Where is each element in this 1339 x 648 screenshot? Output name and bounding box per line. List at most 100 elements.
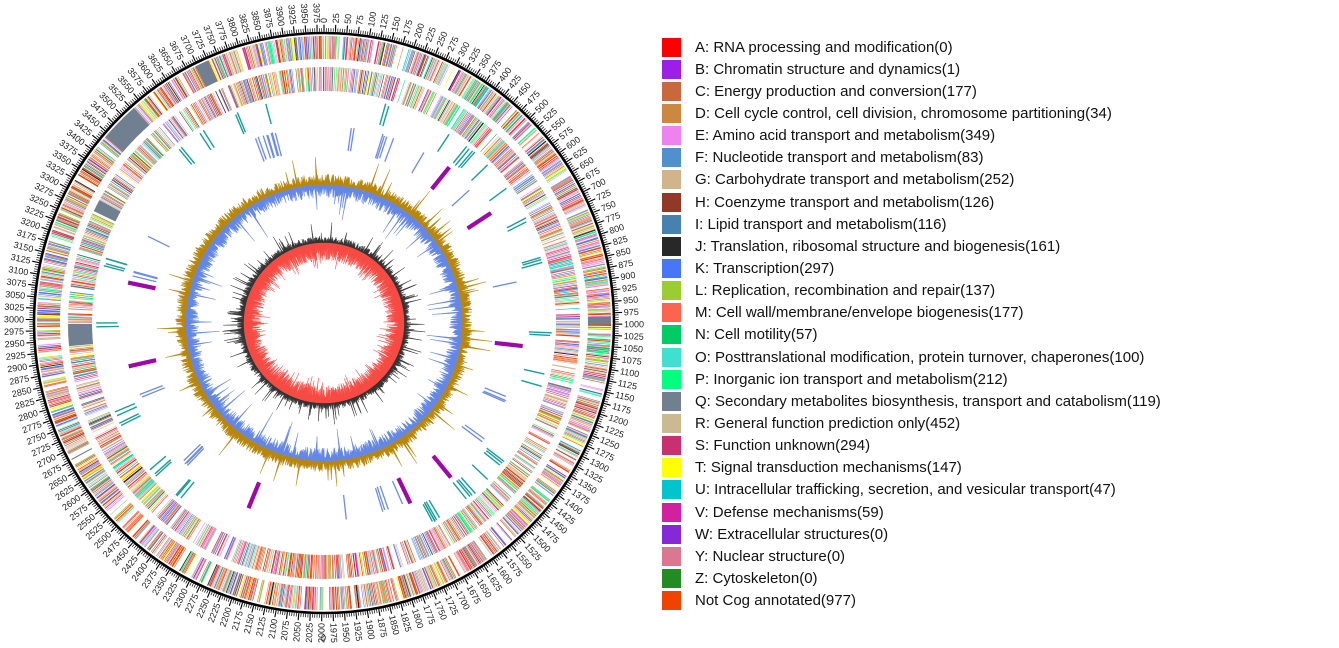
ring-position-ruler — [32, 31, 616, 615]
position-label: 1000 — [624, 319, 644, 329]
position-label: 2150 — [242, 613, 257, 635]
legend-item: B: Chromatin structure and dynamics(1) — [662, 58, 1161, 80]
legend-item: M: Cell wall/membrane/envelope biogenesi… — [662, 302, 1161, 324]
position-label: 3150 — [13, 240, 35, 255]
position-label: 3000 — [4, 314, 24, 324]
position-label: 3050 — [5, 289, 26, 301]
position-label: 75 — [354, 15, 365, 26]
legend-item-label: Not Cog annotated(977) — [695, 592, 856, 610]
position-label: 3900 — [274, 5, 287, 26]
legend-item-label: L: Replication, recombination and repair… — [695, 282, 996, 300]
legend-item-label: D: Cell cycle control, cell division, ch… — [695, 104, 1112, 122]
legend-color-swatch — [662, 258, 681, 278]
ruler-labels: 0 25 50 75 100 125150175200225250275300325350… — [4, 3, 644, 643]
legend-color-swatch — [662, 502, 681, 522]
legend-item: Q: Secondary metabolites biosynthesis, t… — [662, 390, 1161, 412]
legend-item: Not Cog annotated(977) — [662, 590, 1161, 612]
legend-color-swatch — [662, 480, 681, 500]
legend-item: Y: Nuclear structure(0) — [662, 545, 1161, 567]
position-label: 2900 — [7, 362, 28, 375]
legend-item-label: F: Nucleotide transport and metabolism(8… — [695, 149, 984, 167]
legend-item: H: Coenzyme transport and metabolism(126… — [662, 191, 1161, 213]
position-label: 1950 — [340, 622, 351, 643]
legend-color-swatch — [662, 413, 681, 433]
legend-item-label: H: Coenzyme transport and metabolism(126… — [695, 193, 995, 211]
legend-item-label: J: Translation, ribosomal structure and … — [695, 237, 1061, 255]
position-label: 2125 — [254, 616, 268, 638]
position-label: 3850 — [249, 10, 263, 32]
legend-color-swatch — [662, 281, 681, 301]
legend-item: P: Inorganic ion transport and metabolis… — [662, 368, 1161, 390]
legend-item-label: T: Signal transduction mechanisms(147) — [695, 459, 962, 477]
position-label: 925 — [621, 282, 637, 294]
legend-item: T: Signal transduction mechanisms(147) — [662, 457, 1161, 479]
legend-item-label: Q: Secondary metabolites biosynthesis, t… — [695, 392, 1161, 410]
legend-color-swatch — [662, 126, 681, 146]
legend-color-swatch — [662, 236, 681, 256]
position-label: 3875 — [261, 7, 274, 29]
ring-gc-plot — [156, 156, 493, 487]
position-label: 1975 — [328, 623, 339, 643]
legend-item: C: Energy production and conversion(177) — [662, 80, 1161, 102]
position-label: 50 — [343, 14, 354, 25]
legend-item: K: Transcription(297) — [662, 257, 1161, 279]
position-label: 1025 — [623, 331, 643, 342]
legend-item: I: Lipid transport and metabolism(116) — [662, 213, 1161, 235]
position-label: 1125 — [617, 378, 638, 392]
legend-item: N: Cell motility(57) — [662, 324, 1161, 346]
extra-origin-label: 0 — [321, 633, 326, 643]
position-label: 3075 — [6, 277, 27, 289]
ring-rna-marks-outer — [96, 103, 552, 522]
position-label: 2875 — [8, 373, 30, 387]
legend-item-label: M: Cell wall/membrane/envelope biogenesi… — [695, 304, 1024, 322]
legend-item: L: Replication, recombination and repair… — [662, 280, 1161, 302]
legend-color-swatch — [662, 81, 681, 101]
legend-color-swatch — [662, 148, 681, 168]
legend-color-swatch — [662, 170, 681, 190]
position-label: 800 — [608, 222, 625, 236]
position-label: 875 — [617, 258, 634, 271]
position-label: 850 — [615, 246, 632, 259]
position-label: 25 — [331, 13, 341, 23]
legend-color-swatch — [662, 568, 681, 588]
legend-color-swatch — [662, 524, 681, 544]
legend-item-label: I: Lipid transport and metabolism(116) — [695, 215, 947, 233]
position-label: 125 — [378, 13, 391, 30]
legend-color-swatch — [662, 103, 681, 123]
legend-item-label: S: Function unknown(294) — [695, 437, 871, 455]
cog-legend: A: RNA processing and modification(0) B:… — [662, 36, 1161, 612]
position-label: 100 — [366, 11, 378, 27]
legend-item-label: K: Transcription(297) — [695, 259, 835, 277]
position-label: 1850 — [387, 614, 401, 636]
ring-rna-marks-inner — [127, 127, 523, 520]
position-label: 3825 — [237, 12, 252, 34]
position-label: 2000 — [316, 623, 326, 643]
legend-item-label: A: RNA processing and modification(0) — [695, 38, 953, 56]
legend-item: E: Amino acid transport and metabolism(3… — [662, 125, 1161, 147]
legend-color-swatch — [662, 192, 681, 212]
position-label: 3925 — [286, 4, 298, 25]
position-label: 2025 — [304, 622, 315, 642]
legend-item-label: Y: Nuclear structure(0) — [695, 547, 846, 565]
legend-color-swatch — [662, 391, 681, 411]
legend-item: O: Posttranslational modification, prote… — [662, 346, 1161, 368]
position-label: 1925 — [352, 621, 364, 642]
position-label: 3950 — [299, 3, 310, 24]
position-label: 825 — [612, 234, 629, 248]
legend-item: G: Carbohydrate transport and metabolism… — [662, 169, 1161, 191]
legend-item: U: Intracellular trafficking, secretion,… — [662, 479, 1161, 501]
legend-color-swatch — [662, 546, 681, 566]
position-label: 1100 — [619, 366, 640, 379]
legend-item-label: W: Extracellular structures(0) — [695, 525, 889, 543]
position-label: 0 — [319, 18, 329, 23]
position-label: 1900 — [364, 619, 377, 640]
legend-item: R: General function prediction only(452) — [662, 412, 1161, 434]
position-label: 3975 — [311, 3, 321, 23]
ruler-ticks — [25, 24, 623, 622]
legend-item: W: Extracellular structures(0) — [662, 523, 1161, 545]
position-label: 900 — [620, 270, 636, 282]
legend-item-label: R: General function prediction only(452) — [695, 414, 961, 432]
position-label: 775 — [604, 210, 622, 225]
legend-color-swatch — [662, 37, 681, 57]
